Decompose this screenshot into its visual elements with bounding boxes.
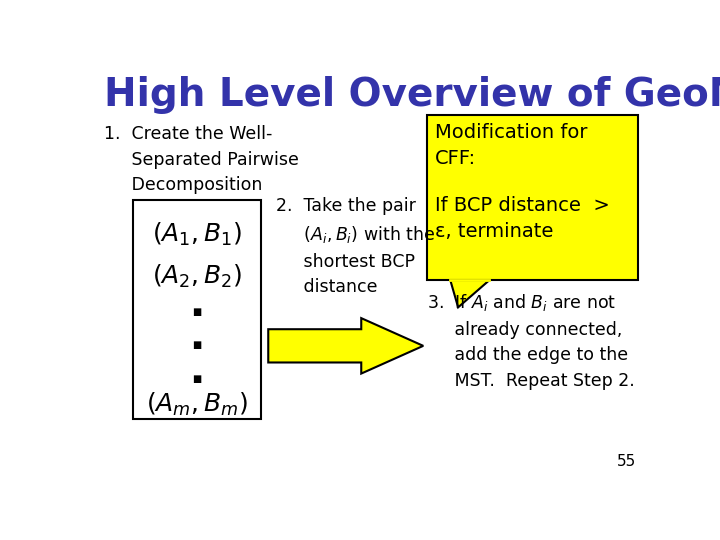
Text: If BCP distance  >
ε, terminate: If BCP distance > ε, terminate	[435, 195, 610, 241]
Text: 55: 55	[617, 454, 636, 469]
Text: $(A_1,B_1)$: $(A_1,B_1)$	[151, 221, 242, 248]
Text: 3.  If $A_i$ and $B_i$ are not
     already connected,
     add the edge to the
: 3. If $A_i$ and $B_i$ are not already co…	[427, 292, 635, 390]
Polygon shape	[269, 318, 423, 374]
Text: ■: ■	[192, 307, 201, 318]
Text: High Level Overview of GeoMST2: High Level Overview of GeoMST2	[104, 76, 720, 114]
Text: $(A_m,B_m)$: $(A_m,B_m)$	[145, 390, 248, 418]
Text: Modification for
CFF:: Modification for CFF:	[435, 123, 588, 168]
Text: $(A_2,B_2)$: $(A_2,B_2)$	[151, 262, 242, 290]
FancyBboxPatch shape	[132, 200, 261, 419]
Text: ■: ■	[192, 374, 201, 383]
Polygon shape	[451, 280, 489, 307]
Text: ■: ■	[192, 340, 201, 350]
Text: 1.  Create the Well-
     Separated Pairwise
     Decomposition: 1. Create the Well- Separated Pairwise D…	[104, 125, 299, 194]
Text: 2.  Take the pair
     $(A_i,B_i)$ with the
     shortest BCP
     distance: 2. Take the pair $(A_i,B_i)$ with the sh…	[276, 197, 436, 296]
FancyBboxPatch shape	[427, 115, 638, 280]
